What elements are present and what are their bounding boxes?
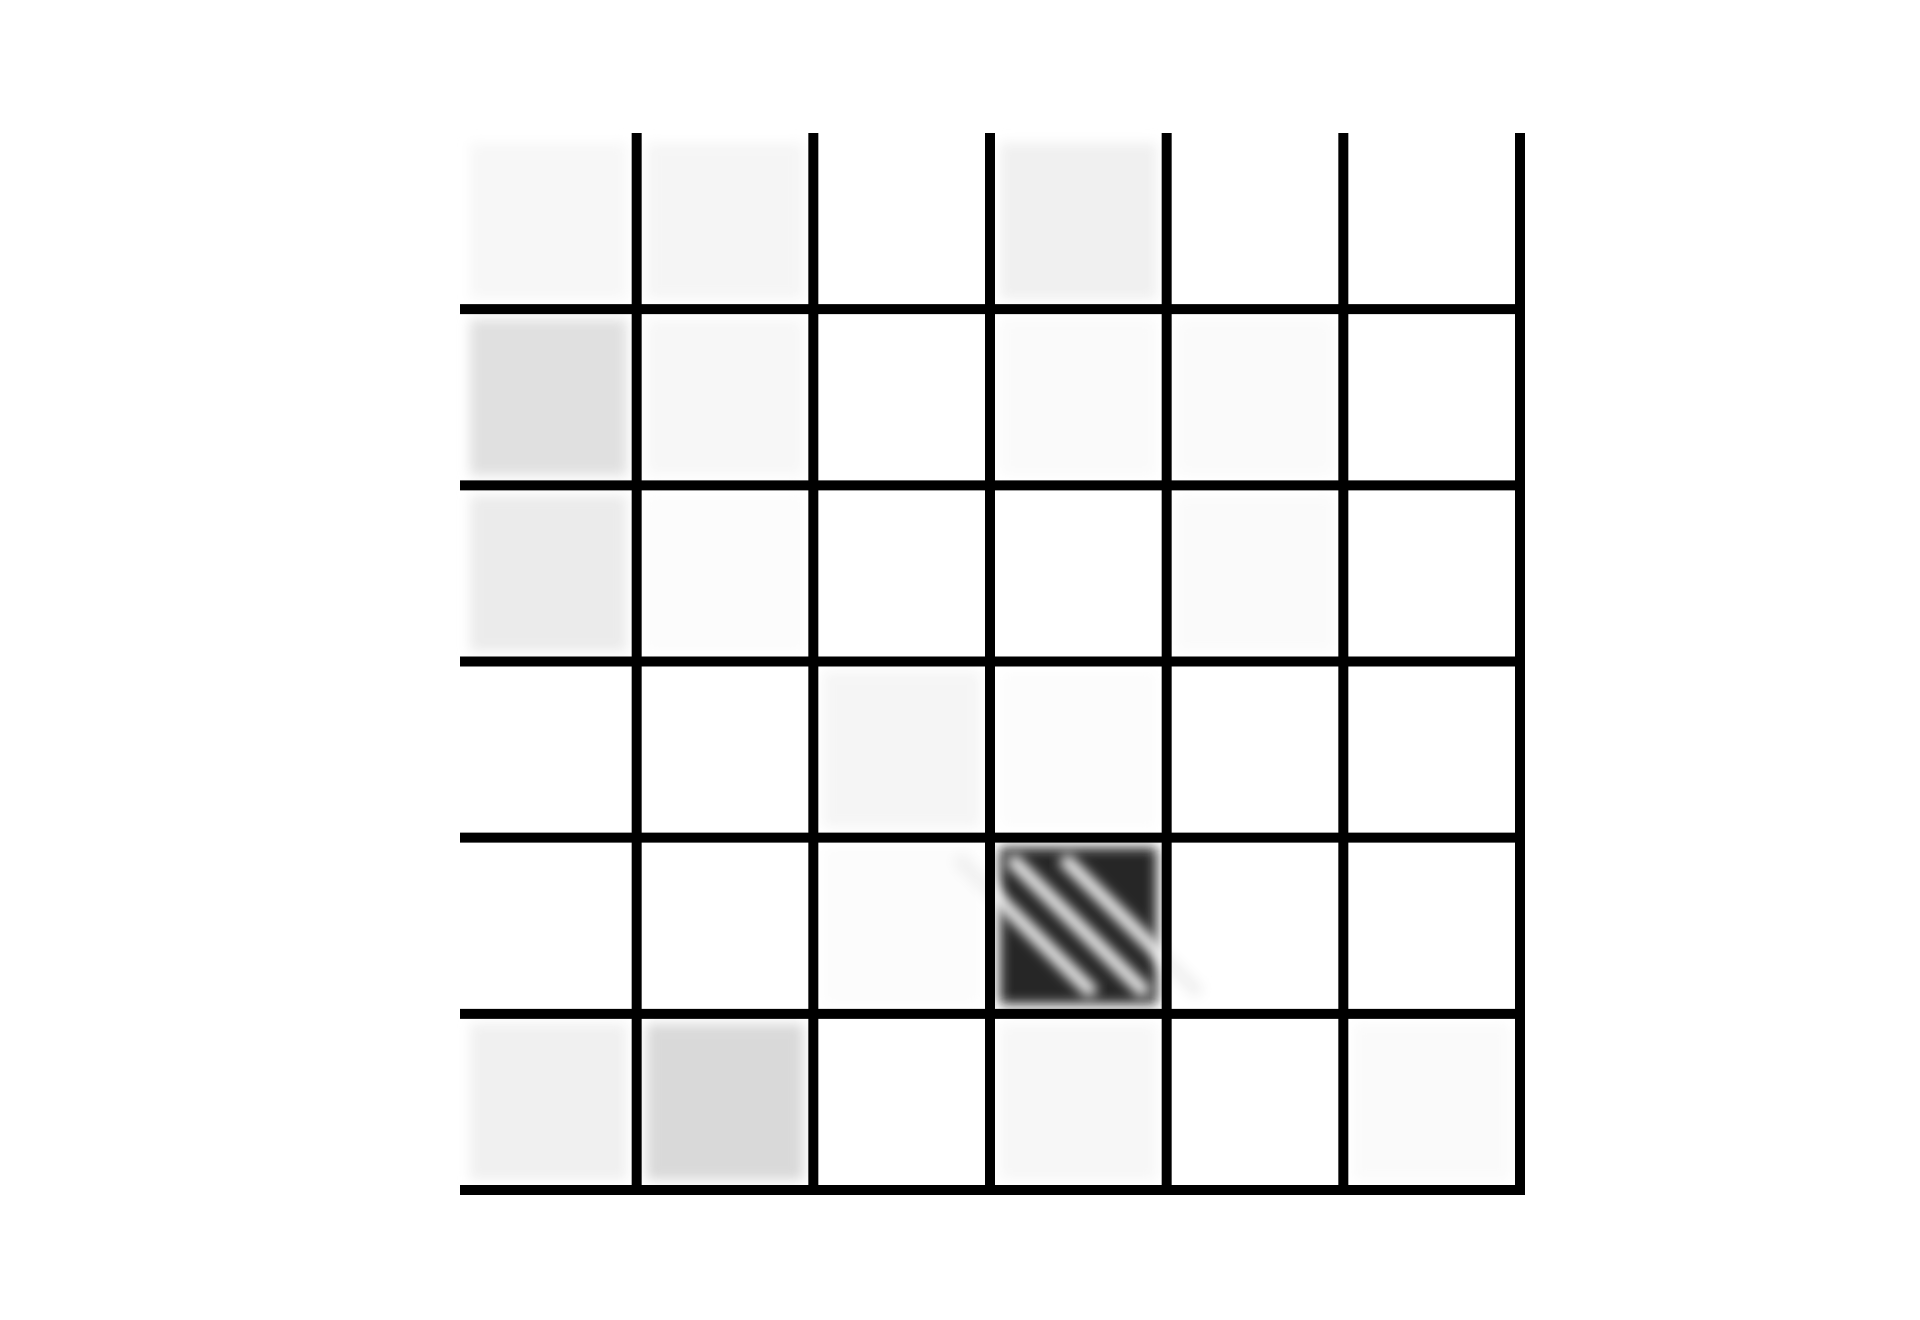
cell-shade bbox=[646, 1023, 804, 1180]
cell-shade bbox=[470, 319, 627, 476]
grid-cell bbox=[1176, 319, 1334, 476]
cell-shade bbox=[470, 1023, 627, 1180]
cell-shade bbox=[470, 495, 627, 652]
cell-texture bbox=[1005, 852, 1152, 999]
grid-cell bbox=[646, 143, 804, 300]
grid-cell bbox=[470, 319, 627, 476]
cell-shade bbox=[1176, 319, 1334, 476]
cell-shade bbox=[1000, 671, 1157, 828]
cell-texture bbox=[1058, 852, 1205, 999]
cell-shade bbox=[470, 143, 627, 300]
cell-shade bbox=[823, 671, 980, 828]
cell-shade bbox=[823, 847, 980, 1004]
grid-cell bbox=[823, 847, 980, 1004]
grid-cell bbox=[470, 495, 627, 652]
grid-cell bbox=[1353, 1023, 1510, 1180]
cell-shade bbox=[1000, 143, 1157, 300]
cell-shade bbox=[1000, 319, 1157, 476]
cell-shade bbox=[1353, 1023, 1510, 1180]
grid-cell bbox=[952, 847, 1205, 1004]
cell-shade bbox=[646, 319, 804, 476]
cell-shade bbox=[1176, 495, 1334, 652]
grid-cell bbox=[1000, 671, 1157, 828]
grid-cell bbox=[1000, 319, 1157, 476]
cell-shade bbox=[1000, 1023, 1157, 1180]
grid-cell bbox=[646, 1023, 804, 1180]
grid-cell bbox=[1000, 1023, 1157, 1180]
grid-cell bbox=[1176, 495, 1334, 652]
grid-cell bbox=[823, 671, 980, 828]
cell-shade bbox=[646, 495, 804, 652]
cell-shade bbox=[646, 143, 804, 300]
grid-cell bbox=[646, 495, 804, 652]
grid-cell bbox=[646, 319, 804, 476]
grid-cell bbox=[470, 143, 627, 300]
grid-cell bbox=[470, 1023, 627, 1180]
cell-texture bbox=[952, 852, 1099, 999]
grid-cell bbox=[1000, 143, 1157, 300]
